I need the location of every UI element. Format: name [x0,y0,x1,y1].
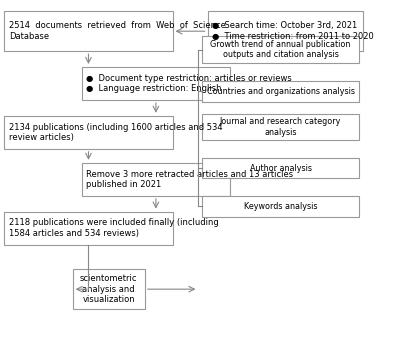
FancyBboxPatch shape [208,11,363,51]
Text: scientometric
analysis and
visualization: scientometric analysis and visualization [80,274,138,304]
Text: Countries and organizations analysis: Countries and organizations analysis [207,87,355,96]
FancyBboxPatch shape [202,114,359,140]
Text: Growth trend of annual publication
outputs and citation analysis: Growth trend of annual publication outpu… [210,40,351,59]
FancyBboxPatch shape [4,116,172,149]
Text: 2514  documents  retrieved  from  Web  of  Science
Database: 2514 documents retrieved from Web of Sci… [9,21,226,41]
Text: ●  Search time: October 3rd, 2021
●  Time restriction: from 2011 to 2020: ● Search time: October 3rd, 2021 ● Time … [212,21,374,41]
FancyBboxPatch shape [73,269,145,309]
Text: 2118 publications were included finally (including
1584 articles and 534 reviews: 2118 publications were included finally … [9,218,218,238]
Text: Keywords analysis: Keywords analysis [244,202,317,211]
Text: Journal and research category
analysis: Journal and research category analysis [220,117,341,137]
FancyBboxPatch shape [202,196,359,217]
FancyBboxPatch shape [82,163,230,196]
Text: Remove 3 more retracted articles and 13 articles
published in 2021: Remove 3 more retracted articles and 13 … [86,170,294,189]
FancyBboxPatch shape [202,36,359,63]
FancyBboxPatch shape [82,67,230,100]
Text: ●  Document type restriction: articles or reviews
●  Language restriction: Engli: ● Document type restriction: articles or… [86,74,292,93]
FancyBboxPatch shape [4,11,172,51]
Text: 2134 publications (including 1600 articles and 534
review articles): 2134 publications (including 1600 articl… [9,122,222,142]
FancyBboxPatch shape [202,158,359,178]
FancyBboxPatch shape [202,81,359,102]
Text: Author analysis: Author analysis [250,163,312,173]
FancyBboxPatch shape [4,212,172,245]
